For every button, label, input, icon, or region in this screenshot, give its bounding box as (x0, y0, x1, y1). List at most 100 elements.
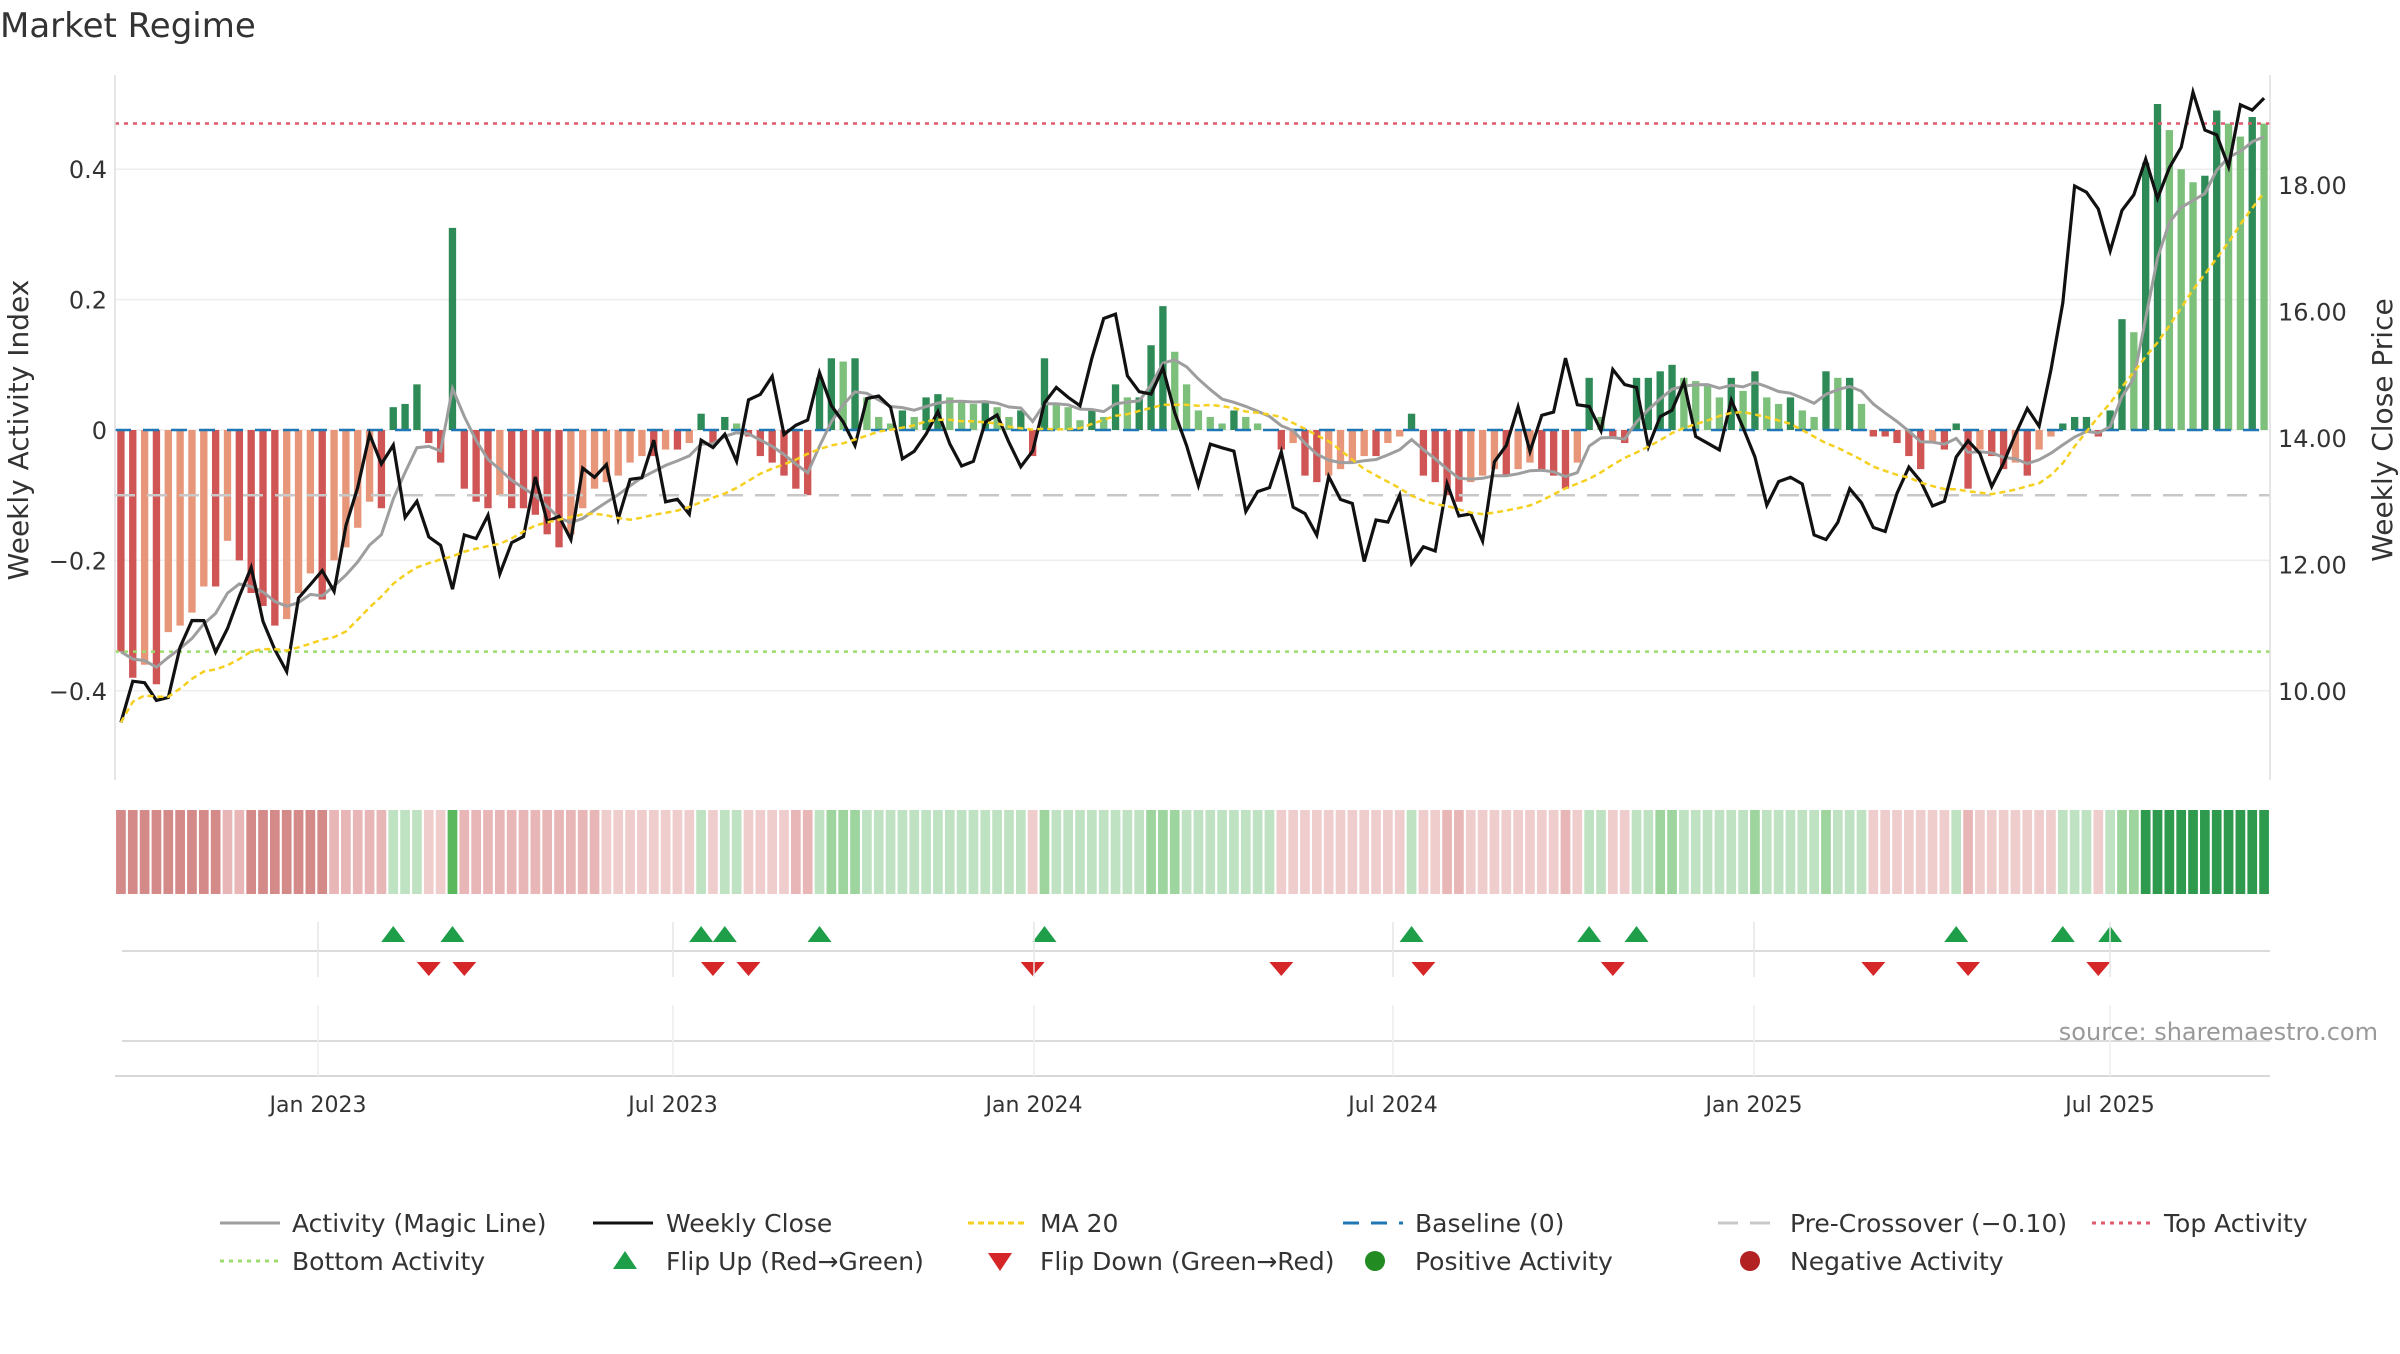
activity-bar (1360, 430, 1368, 457)
activity-bar (259, 430, 267, 607)
activity-bar (1538, 430, 1546, 470)
regime-strip-cell (862, 810, 872, 894)
x-tick-label: Jan 2025 (1704, 1093, 1803, 1118)
activity-bar (1372, 430, 1380, 457)
activity-bar (697, 413, 705, 430)
legend-negative-label: Negative Activity (1790, 1247, 2004, 1276)
activity-bar (496, 430, 504, 496)
activity-bar (223, 430, 232, 541)
activity-bar (1502, 430, 1510, 476)
regime-strip-cell (530, 810, 541, 894)
activity-bar (2070, 416, 2079, 430)
activity-bar (1810, 416, 1818, 430)
regime-strip-cell (459, 810, 470, 894)
activity-bar (1336, 430, 1345, 470)
activity-bar (875, 416, 883, 430)
activity-bar (1680, 377, 1688, 430)
regime-strip-cell (1868, 810, 1879, 894)
regime-strip-cell (518, 810, 529, 894)
activity-bar (1100, 416, 1108, 430)
activity-bar (721, 416, 729, 430)
regime-strip-cell (305, 810, 316, 894)
regime-strip-cell (1004, 810, 1014, 894)
regime-strip-cell (897, 810, 908, 894)
left-tick-label: 0 (92, 417, 107, 445)
activity-bar (1242, 416, 1250, 430)
activity-bar (590, 430, 599, 489)
regime-strip-cell (1655, 810, 1666, 894)
regime-strip-cell (589, 810, 600, 894)
activity-bar (1715, 397, 1724, 430)
activity-bar (129, 430, 137, 678)
regime-strip-cell (838, 810, 849, 894)
regime-strip-cell (554, 810, 564, 894)
regime-strip-cell (1086, 810, 1097, 894)
activity-bar (957, 400, 966, 430)
regime-strip-cell (1513, 810, 1523, 894)
left-tick-label: 0.4 (69, 156, 107, 184)
activity-bar (1419, 430, 1428, 476)
flip-down-marker (416, 962, 441, 976)
legend-close-label: Weekly Close (666, 1209, 832, 1238)
regime-strip-cell (1454, 810, 1464, 894)
activity-bar (318, 430, 326, 600)
activity-bar (1585, 377, 1593, 430)
activity-bar (176, 430, 184, 626)
regime-strip-cell (2093, 810, 2104, 894)
source-label: source: sharemaestro.com (2059, 1018, 2378, 1046)
legend-top-label: Top Activity (2163, 1209, 2308, 1238)
regime-strip-cell (1051, 810, 1062, 894)
activity-bar (2189, 182, 2197, 430)
regime-strip-cell (1572, 810, 1583, 894)
regime-strip-cell (116, 810, 126, 894)
regime-strip-cell (601, 810, 612, 894)
regime-strip-cell (719, 810, 730, 894)
activity-bar (1064, 407, 1072, 430)
flip-up-marker (689, 926, 714, 942)
activity-bar (1774, 403, 1783, 430)
regime-strip-cell (1679, 810, 1689, 894)
regime-strip-cell (1927, 810, 1938, 894)
activity-bar (1869, 430, 1878, 437)
activity-bar (1407, 413, 1416, 430)
x-tick-label: Jul 2024 (1346, 1093, 1438, 1118)
regime-strip-cell (2140, 810, 2151, 894)
regime-strip-cell (1797, 810, 1808, 894)
regime-strip-cell (1738, 810, 1748, 894)
x-tick-label: Jan 2023 (268, 1093, 367, 1118)
activity-bar (2153, 104, 2162, 430)
activity-bar (1277, 430, 1285, 450)
activity-bar (377, 430, 386, 509)
regime-strip-cell (743, 810, 754, 894)
regime-strip-cell (1560, 810, 1571, 894)
flip-up-marker (1944, 926, 1969, 942)
regime-strip-cell (1146, 810, 1156, 894)
activity-bar (1182, 384, 1191, 430)
activity-bar (602, 430, 611, 483)
flip-down-marker (2086, 962, 2111, 976)
activity-bar (531, 430, 540, 515)
activity-bar (211, 430, 220, 587)
regime-strip-cell (341, 810, 351, 894)
activity-bar (1478, 430, 1487, 476)
regime-strip-cell (2235, 810, 2246, 894)
activity-bar (389, 407, 397, 430)
left-tick-label: 0.2 (69, 287, 107, 315)
activity-bar (1396, 430, 1404, 437)
activity-bar (756, 430, 764, 457)
activity-bar (1301, 430, 1309, 476)
activity-bar (709, 430, 717, 444)
activity-bar (1644, 377, 1653, 430)
activity-bar (614, 430, 622, 476)
regime-strip-cell (1844, 810, 1855, 894)
regime-strip-cell (873, 810, 884, 894)
regime-strip-cell (2117, 810, 2127, 894)
regime-strip-cell (1643, 810, 1654, 894)
activity-bar (946, 397, 954, 430)
regime-strip-cell (2105, 810, 2116, 894)
regime-strip-cell (269, 810, 280, 894)
regime-strip-cell (1986, 810, 1997, 894)
regime-strip-cell (151, 810, 162, 894)
regime-strip-cell (2046, 810, 2056, 894)
